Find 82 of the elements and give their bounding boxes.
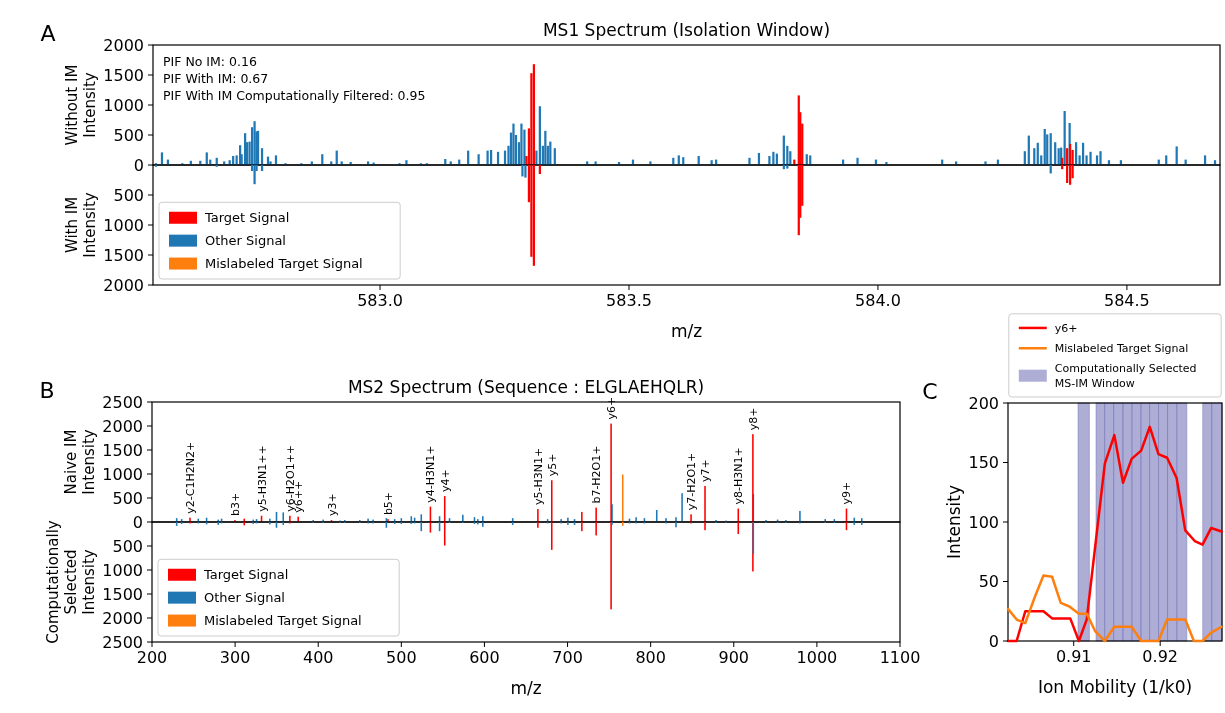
- x-tick-label: 1000: [796, 647, 838, 667]
- text: B: [39, 378, 55, 403]
- x-tick-label: 583.5: [606, 290, 652, 310]
- x-tick-label: 0.92: [1142, 646, 1178, 666]
- y-tick-label: 500: [113, 185, 144, 205]
- y-tick-label: 50: [978, 572, 999, 592]
- y-tick-label: 500: [112, 488, 143, 508]
- legend-label: Mislabeled Target Signal: [1054, 342, 1189, 356]
- y-tick-label: 1500: [102, 440, 143, 460]
- legend-label: Other Signal: [205, 233, 286, 249]
- x-tick-label: 583.0: [357, 290, 403, 310]
- text: C: [922, 379, 938, 404]
- annotation: y9+: [840, 481, 854, 505]
- y-tick-label: 2500: [102, 632, 143, 652]
- y-tick-label: 1500: [103, 245, 144, 265]
- annotation: y5+: [545, 453, 559, 477]
- y-tick-label: 1000: [103, 215, 144, 235]
- x-tick-label: 584.0: [855, 290, 901, 310]
- legend-label: Target Signal: [204, 210, 290, 226]
- y-tick-label: 2000: [103, 275, 144, 295]
- x-tick-label: 500: [386, 647, 417, 667]
- annotation: y3+: [325, 493, 339, 517]
- y-tick-label: 1000: [102, 464, 143, 484]
- x-tick-label: 600: [469, 647, 500, 667]
- y-tick-label: 150: [968, 453, 999, 473]
- annotation: y8-H3N1+: [732, 447, 746, 505]
- legend-label: Computationally Selected MS-IM Window: [1054, 362, 1197, 390]
- y-axis-title: Computationally Selected Intensity: [44, 520, 99, 644]
- annotation: y8+: [746, 407, 760, 431]
- y-tick-label: 2000: [103, 35, 144, 55]
- annotation: b3+: [228, 492, 242, 517]
- x-axis-title: m/z: [510, 678, 542, 698]
- annotation: y5-H3N1++: [255, 445, 269, 512]
- y-tick-label: 2000: [102, 608, 143, 628]
- y-tick-label: 2000: [102, 416, 143, 436]
- annotation: y2-C1H2N2+: [183, 441, 197, 514]
- y-tick-label: 1500: [103, 65, 144, 85]
- annotation: y7-H2O1+: [685, 452, 699, 511]
- y-tick-label: 2500: [102, 392, 143, 412]
- legend-label: Mislabeled Target Signal: [205, 256, 363, 272]
- y-axis-title: Without IM Intensity: [63, 64, 100, 146]
- chart-title: MS1 Spectrum (Isolation Window): [542, 20, 831, 40]
- x-tick-label: 900: [718, 647, 750, 667]
- y-axis-title: With IM Intensity: [63, 192, 100, 258]
- y-tick-label: 0: [133, 155, 144, 175]
- legend-label: Other Signal: [204, 590, 285, 606]
- legend-label: Mislabeled Target Signal: [204, 613, 362, 629]
- y-tick-label: 200: [968, 393, 999, 413]
- annotation: y7+: [699, 459, 713, 482]
- legend-label: y6+: [1054, 321, 1078, 335]
- y-tick-label: 1500: [102, 584, 143, 604]
- y-tick-label: 1000: [103, 95, 144, 115]
- x-axis-title: Ion Mobility (1/k0): [1037, 677, 1193, 697]
- x-tick-label: 300: [219, 647, 251, 667]
- annotation: b7-H2O1+: [590, 445, 604, 504]
- annotation: PIF No IM: 0.16: [163, 54, 257, 69]
- y-tick-label: 0: [132, 512, 143, 532]
- annotation: y6-H2O1++: [283, 444, 297, 512]
- chart-title: MS2 Spectrum (Sequence : ELGLAEHQLR): [347, 377, 705, 397]
- annotation: y6+: [605, 396, 619, 420]
- y-axis-title: Naive IM Intensity: [62, 429, 99, 495]
- annotation: PIF With IM Computationally Filtered: 0.95: [163, 88, 426, 103]
- annotation: y4+: [438, 469, 452, 493]
- x-tick-label: 700: [552, 647, 583, 667]
- annotation: y5-H3N1+: [531, 447, 545, 506]
- x-tick-label: 1100: [879, 647, 921, 667]
- y-axis-title: Intensity: [944, 485, 965, 559]
- x-tick-label: 584.5: [1103, 290, 1150, 310]
- y-tick-label: 500: [112, 536, 143, 556]
- x-tick-label: 0.91: [1055, 646, 1092, 666]
- annotation: PIF With IM: 0.67: [163, 71, 269, 86]
- y-tick-label: 100: [968, 512, 999, 532]
- x-tick-label: 400: [302, 647, 334, 667]
- y-tick-label: 1000: [102, 560, 143, 580]
- annotation: b5+: [382, 491, 396, 516]
- y-tick-label: 0: [988, 631, 999, 651]
- x-axis-title: m/z: [670, 321, 703, 341]
- text: A: [40, 21, 56, 46]
- y-tick-label: 500: [113, 125, 144, 145]
- annotation: y4-H3N1+: [424, 445, 438, 503]
- x-tick-label: 800: [635, 647, 666, 667]
- legend-label: Target Signal: [203, 567, 289, 583]
